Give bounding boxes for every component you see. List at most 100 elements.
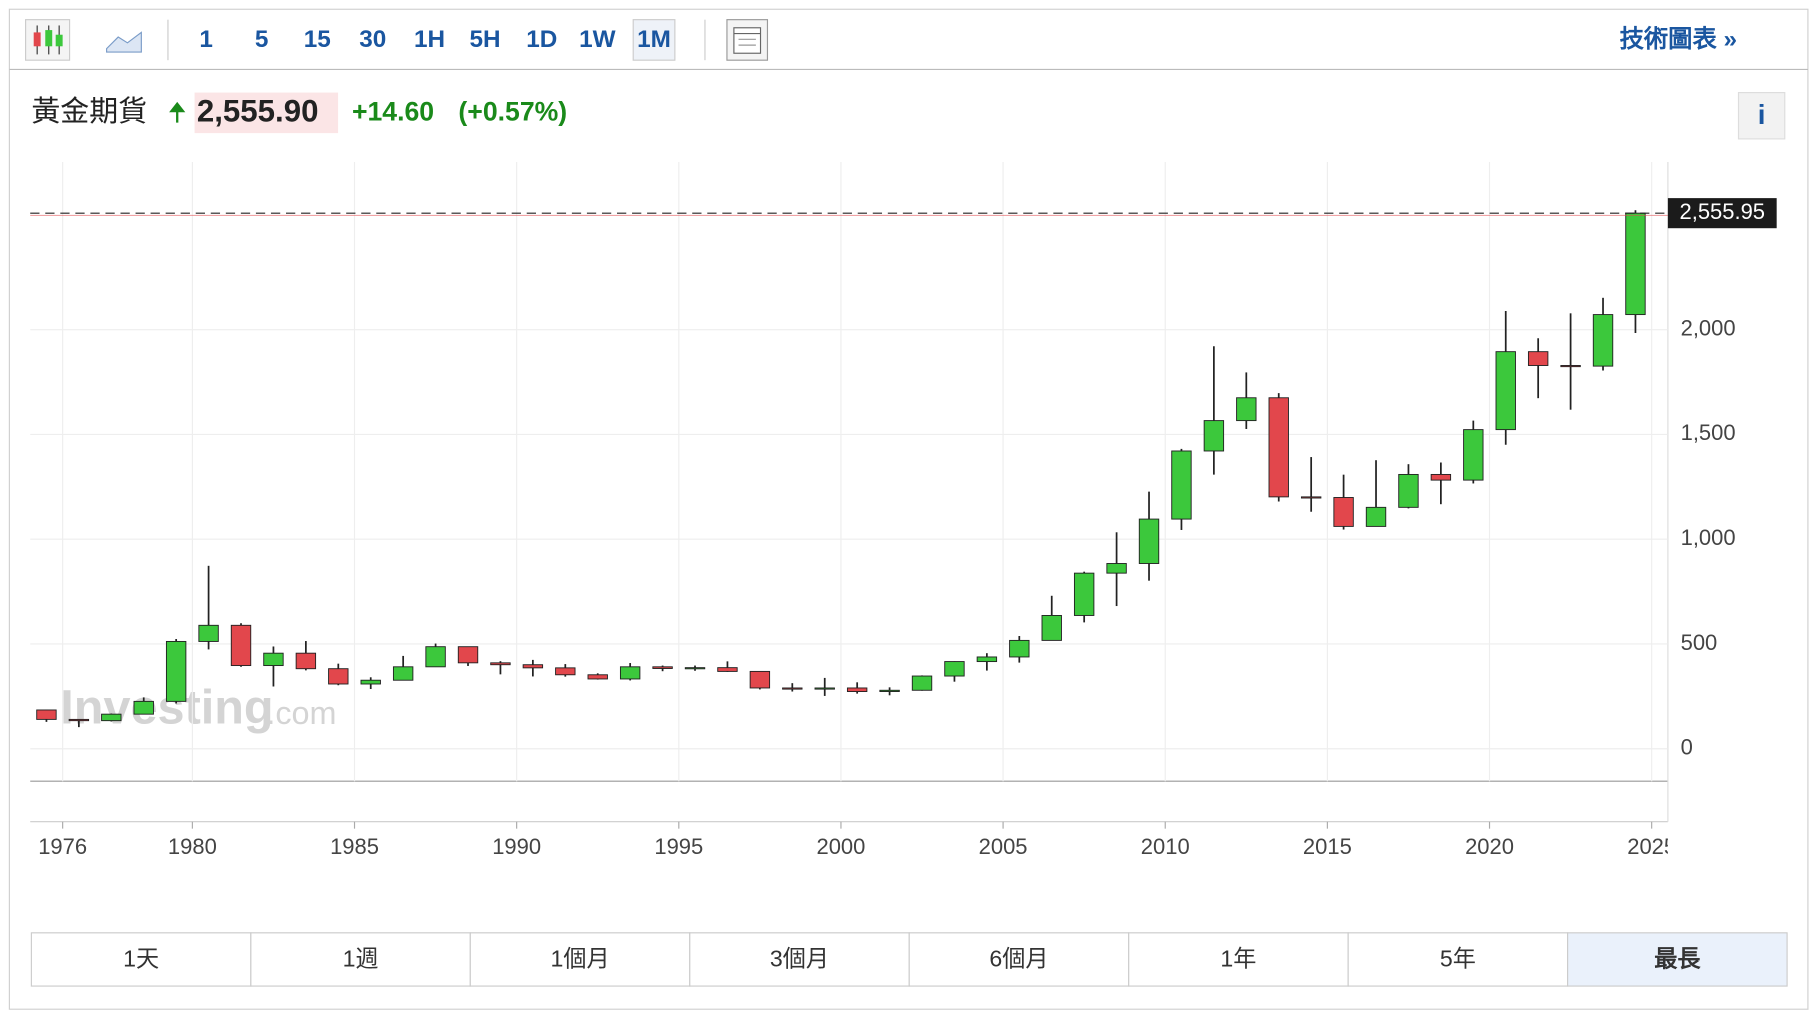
x-tick-label: 2005 (979, 834, 1028, 859)
candle-body (1300, 496, 1322, 499)
range-label[interactable]: 1個月 (550, 946, 609, 972)
candle-body (133, 700, 154, 715)
interval-button[interactable]: 1D (526, 26, 557, 53)
range-button[interactable] (1567, 932, 1788, 987)
y-tick-label: 2,000 (1681, 315, 1736, 340)
candle-body (392, 666, 414, 681)
last-price-box (1667, 198, 1777, 229)
range-button[interactable] (1347, 932, 1569, 987)
last-price-label: 2,555.95 (1680, 199, 1766, 224)
candle-body (101, 713, 122, 722)
line-icon[interactable] (106, 31, 142, 53)
candle-body (1430, 473, 1452, 481)
candle-body (1333, 497, 1354, 527)
candle-body (652, 666, 673, 669)
candle-body (295, 652, 317, 670)
range-label[interactable]: 1天 (123, 946, 159, 972)
candle-body (684, 667, 706, 670)
candle-body (619, 666, 641, 680)
candle-body (555, 667, 576, 676)
x-tick-label: 1985 (330, 834, 379, 859)
candle-body (36, 709, 57, 720)
interval-button[interactable]: 1W (579, 26, 616, 53)
candle-body (425, 646, 446, 668)
x-tick-label: 1976 (38, 834, 87, 859)
watermark-suffix: .com (266, 695, 336, 731)
y-tick-label: 500 (1681, 630, 1718, 655)
candle-body (1560, 365, 1581, 368)
interval-button[interactable]: 1 (199, 26, 213, 53)
candle-body (782, 687, 803, 690)
range-button[interactable] (469, 932, 691, 987)
range-button[interactable] (1128, 932, 1349, 987)
candle-body (976, 656, 998, 663)
interval-button[interactable]: 30 (359, 26, 386, 53)
candle-body (1106, 563, 1127, 574)
candle-body (68, 718, 90, 722)
candle-body (749, 670, 771, 689)
x-tick-label: 2010 (1141, 834, 1190, 859)
range-label[interactable]: 3個月 (770, 946, 829, 972)
range-label[interactable]: 1週 (343, 946, 379, 972)
candle-body (846, 687, 868, 692)
x-tick-label: 1990 (492, 834, 541, 859)
candle-body (1398, 473, 1419, 508)
candle-body (490, 662, 511, 666)
candle-body (1463, 429, 1484, 481)
candle-body (944, 661, 965, 677)
x-tick-label: 2015 (1303, 834, 1352, 859)
candle-body (911, 675, 933, 691)
info-button[interactable] (1737, 92, 1786, 140)
candle-body (1203, 420, 1225, 452)
candle-body (165, 640, 187, 702)
candle-body (1041, 615, 1062, 641)
candle-body (230, 624, 252, 667)
range-bar: 1天 1週 1個月 3個月 6個月 1年 5年 最長 (30, 932, 1788, 987)
x-tick-label: 1980 (168, 834, 217, 859)
candle-body (198, 624, 219, 642)
interval-button[interactable]: 5H (470, 26, 501, 53)
price-highlight (194, 92, 339, 134)
candle-body (587, 674, 608, 680)
change: +14.60 (352, 96, 434, 126)
range-label[interactable]: 1年 (1220, 946, 1256, 972)
range-label[interactable]: 6個月 (989, 946, 1048, 972)
frame (8, 8, 1809, 1010)
range-button[interactable] (250, 932, 471, 987)
candle-body (1495, 351, 1516, 431)
range-button[interactable] (30, 932, 252, 987)
candle-body (1592, 314, 1614, 367)
interval-button[interactable]: 1H (414, 26, 445, 53)
layout-icon[interactable] (726, 19, 769, 61)
x-tick-label: 1995 (654, 834, 703, 859)
candle-icon[interactable] (25, 19, 71, 61)
candle-body (1073, 572, 1095, 616)
plot: 1976 1980 1985 1990 1995 2000 2005 2010 2015 2020… (30, 162, 1676, 859)
candle-body (1365, 506, 1387, 527)
candle-body (1171, 450, 1192, 520)
up-arrow (169, 101, 186, 123)
candle-body (522, 664, 544, 669)
x-tick-label: 2025 (1627, 834, 1676, 859)
range-label[interactable]: 最長 (1654, 946, 1701, 972)
candle-body (1527, 351, 1549, 366)
info-icon[interactable]: i (1758, 99, 1766, 130)
y-tick-label: 0 (1681, 735, 1693, 760)
interval-button[interactable]: 1M (637, 26, 671, 53)
candle-body (328, 668, 349, 685)
change-pct: (+0.57%) (458, 96, 567, 126)
range-label[interactable]: 5年 (1440, 946, 1476, 972)
candle-body (717, 667, 738, 672)
tech-chart-link[interactable]: 技術圖表 » (1620, 25, 1737, 53)
interval-button[interactable]: 15 (304, 26, 331, 53)
y-tick-label: 1,000 (1681, 525, 1736, 550)
x-tick-label: 2020 (1465, 834, 1514, 859)
range-button[interactable] (689, 932, 910, 987)
range-button[interactable] (908, 932, 1130, 987)
interval-button[interactable]: 5 (255, 26, 269, 53)
candle-body (360, 679, 381, 685)
candle-body (1009, 639, 1030, 658)
candle-body (263, 652, 284, 667)
